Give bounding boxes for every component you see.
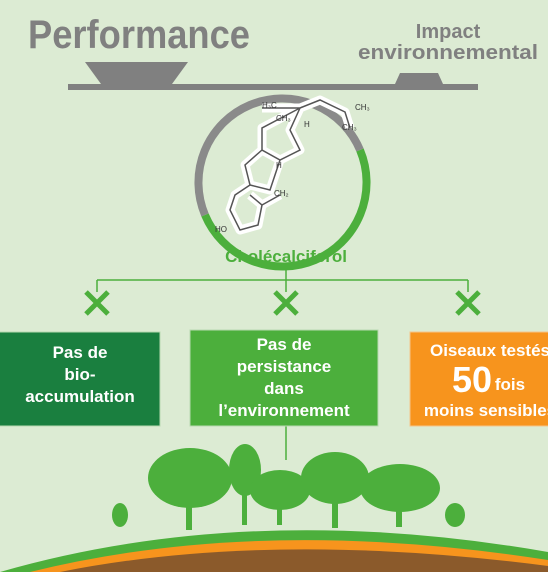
atom-label: HO (215, 225, 227, 234)
atom-label: H (304, 120, 310, 129)
box-persistance (189, 329, 379, 427)
box-text: dans (264, 379, 304, 398)
impact-title: environnemental (358, 42, 538, 64)
box-oiseaux (409, 331, 548, 427)
box-text: l’environnement (218, 401, 350, 420)
x-marks (84, 290, 481, 316)
tree-lines (96, 268, 469, 460)
box-text: Pas de (53, 343, 108, 362)
trees (112, 444, 465, 530)
molecule-labels: H₃C CH₃ CH₃ CH₃ H H HO CH₂ (215, 101, 370, 234)
box-text: Pas de (257, 335, 312, 354)
box-text: Oiseaux testés (430, 341, 548, 360)
atom-label: H (276, 161, 282, 170)
balance-bar (68, 84, 478, 90)
box-text: moins sensibles (424, 401, 548, 420)
molecule-name: Cholécalciferol (225, 247, 347, 266)
box-text: accumulation (25, 387, 135, 406)
box-bioaccumulation (0, 331, 161, 427)
atom-label: CH₂ (274, 189, 289, 198)
molecule (229, 99, 351, 231)
weight-left (85, 62, 188, 84)
atom-label: CH₃ (276, 114, 291, 123)
atom-label: H₃C (262, 101, 277, 110)
ring-gray (194, 94, 364, 217)
box-text: bio- (64, 365, 95, 384)
ring-green (201, 148, 371, 271)
box-text: persistance (237, 357, 332, 376)
atom-label: CH₃ (355, 103, 370, 112)
atom-label: CH₃ (342, 123, 357, 132)
weight-right (395, 73, 443, 84)
box-text: fois (495, 375, 525, 394)
impact-title: Impact (416, 21, 481, 43)
performance-title: Performance (28, 13, 250, 57)
box-number: 50 (452, 359, 492, 400)
ground-brown (60, 549, 548, 572)
